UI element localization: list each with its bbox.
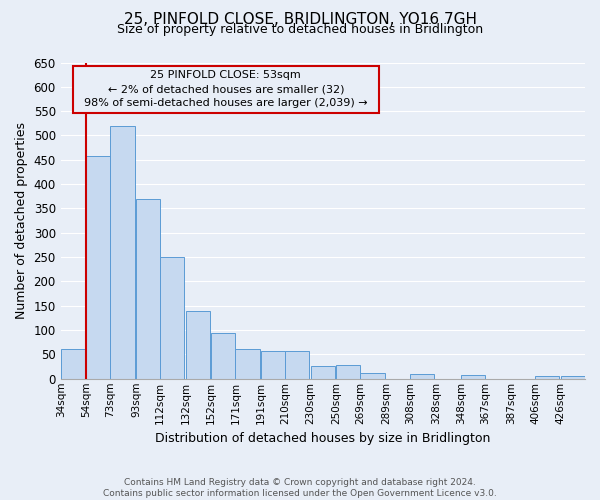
Bar	[110, 126, 134, 379]
Text: 25, PINFOLD CLOSE, BRIDLINGTON, YO16 7GH: 25, PINFOLD CLOSE, BRIDLINGTON, YO16 7GH	[124, 12, 476, 28]
Bar	[361, 373, 385, 379]
Bar	[160, 257, 184, 379]
Y-axis label: Number of detached properties: Number of detached properties	[15, 122, 28, 319]
Text: 25 PINFOLD CLOSE: 53sqm  
  ← 2% of detached houses are smaller (32)  
  98% of : 25 PINFOLD CLOSE: 53sqm ← 2% of detached…	[77, 70, 374, 108]
Bar	[61, 348, 85, 379]
Text: Contains HM Land Registry data © Crown copyright and database right 2024.
Contai: Contains HM Land Registry data © Crown c…	[103, 478, 497, 498]
Bar	[336, 365, 361, 379]
Bar	[86, 156, 110, 379]
Bar	[461, 375, 485, 379]
Bar	[211, 332, 235, 379]
Bar	[136, 198, 160, 379]
Text: Size of property relative to detached houses in Bridlington: Size of property relative to detached ho…	[117, 22, 483, 36]
Bar	[410, 374, 434, 379]
Bar	[311, 366, 335, 379]
X-axis label: Distribution of detached houses by size in Bridlington: Distribution of detached houses by size …	[155, 432, 491, 445]
Bar	[185, 310, 210, 379]
Bar	[561, 376, 585, 379]
Bar	[285, 350, 310, 379]
Bar	[235, 348, 260, 379]
Bar	[261, 350, 285, 379]
Bar	[535, 376, 559, 379]
